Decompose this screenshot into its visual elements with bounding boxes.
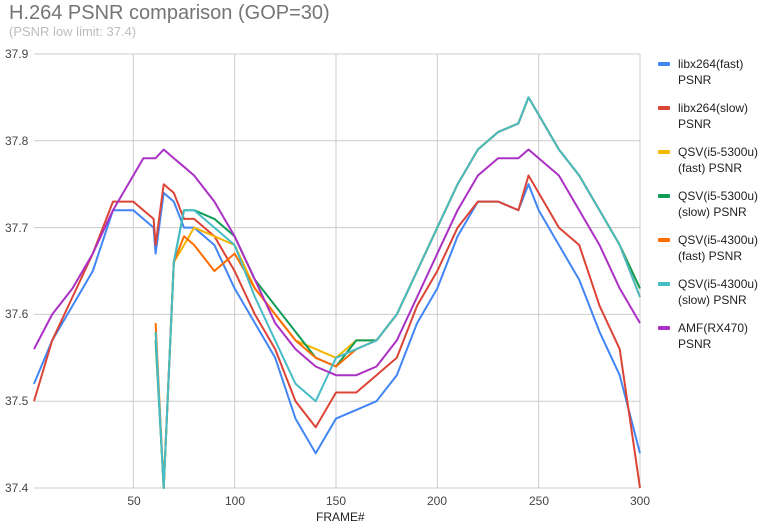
y-tick-label: 37.4: [5, 481, 29, 495]
series-lines: [33, 96, 641, 489]
x-tick-label: 300: [629, 494, 651, 508]
legend-label: QSV(i5-5300u) (slow) PSNR: [678, 189, 759, 219]
legend-swatch-icon: [658, 238, 670, 242]
legend-swatch-icon: [658, 106, 670, 110]
legend-swatch-icon: [658, 150, 670, 154]
legend-item-libx264-slow[interactable]: libx264(slow) PSNR: [658, 100, 762, 144]
x-tick-label: 250: [528, 494, 550, 508]
chart-subtitle: (PSNR low limit: 37.4): [9, 24, 137, 39]
legend-label: QSV(i5-4300u) (slow) PSNR: [678, 277, 759, 307]
x-axis-label: FRAME#: [316, 510, 365, 524]
legend-label: AMF(RX470) PSNR: [678, 321, 749, 351]
legend-item-amf-rx470[interactable]: AMF(RX470) PSNR: [658, 320, 762, 364]
legend-label: QSV(i5-4300u) (fast) PSNR: [678, 233, 759, 263]
legend-label: QSV(i5-5300u) (fast) PSNR: [678, 145, 759, 175]
y-tick-label: 37.9: [5, 47, 29, 61]
y-tick-label: 37.5: [5, 394, 29, 408]
x-tick-label: 50: [127, 494, 141, 508]
legend-swatch-icon: [658, 194, 670, 198]
legend-item-libx264-fast[interactable]: libx264(fast) PSNR: [658, 56, 762, 100]
x-tick-label: 100: [224, 494, 246, 508]
legend-item-qsv-4300u-fast[interactable]: QSV(i5-4300u) (fast) PSNR: [658, 232, 762, 276]
legend-label: libx264(fast) PSNR: [678, 57, 744, 87]
legend-swatch-icon: [658, 326, 670, 330]
x-tick-label: 150: [325, 494, 347, 508]
legend-item-qsv-5300u-slow[interactable]: QSV(i5-5300u) (slow) PSNR: [658, 188, 762, 232]
legend-label: libx264(slow) PSNR: [678, 101, 749, 131]
chart-title: H.264 PSNR comparison (GOP=30): [9, 2, 330, 24]
y-tick-label: 37.6: [5, 307, 29, 321]
gridlines: [34, 53, 641, 489]
legend-swatch-icon: [658, 62, 670, 66]
legend-item-qsv-5300u-fast[interactable]: QSV(i5-5300u) (fast) PSNR: [658, 144, 762, 188]
legend-item-qsv-4300u-slow[interactable]: QSV(i5-4300u) (slow) PSNR: [658, 276, 762, 320]
y-tick-label: 37.8: [5, 134, 29, 148]
x-tick-label: 200: [426, 494, 448, 508]
y-tick-label: 37.7: [5, 221, 29, 235]
legend-swatch-icon: [658, 282, 670, 286]
legend: libx264(fast) PSNR libx264(slow) PSNR QS…: [658, 56, 762, 364]
